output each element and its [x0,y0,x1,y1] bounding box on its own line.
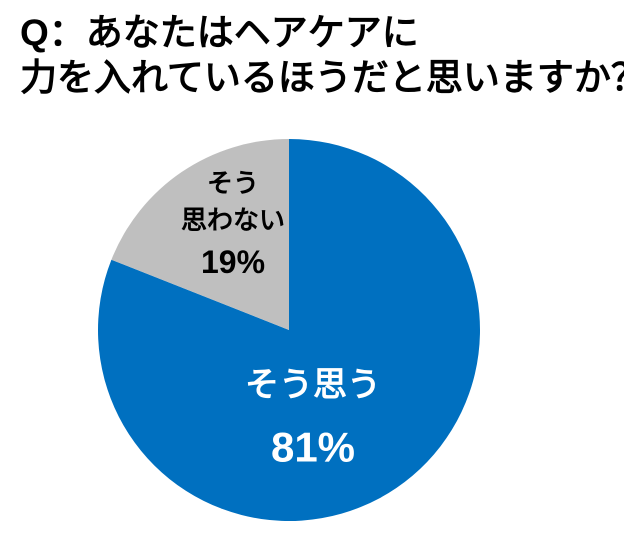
pie-slice-1-label-line-1: 思わない [181,205,285,235]
pie-slice-0-label-line-1: 81% [271,424,355,471]
chart-question-title: Q：あなたはヘアケアに 力を入れているほうだと思いますか？ [20,10,624,100]
pie-slice-1 [111,139,289,330]
pie-slice-1-label-line-2: 19% [201,244,265,280]
pie-slice-0 [97,139,480,521]
chart-question-line1: Q：あなたはヘアケアに [20,12,419,53]
pie-slices-group [97,139,480,521]
chart-question-line2: 力を入れているほうだと思いますか？ [20,57,624,98]
pie-slice-1-label-line-0: そう [207,168,259,198]
pie-slice-0-label-line-0: そう思う [245,366,381,404]
